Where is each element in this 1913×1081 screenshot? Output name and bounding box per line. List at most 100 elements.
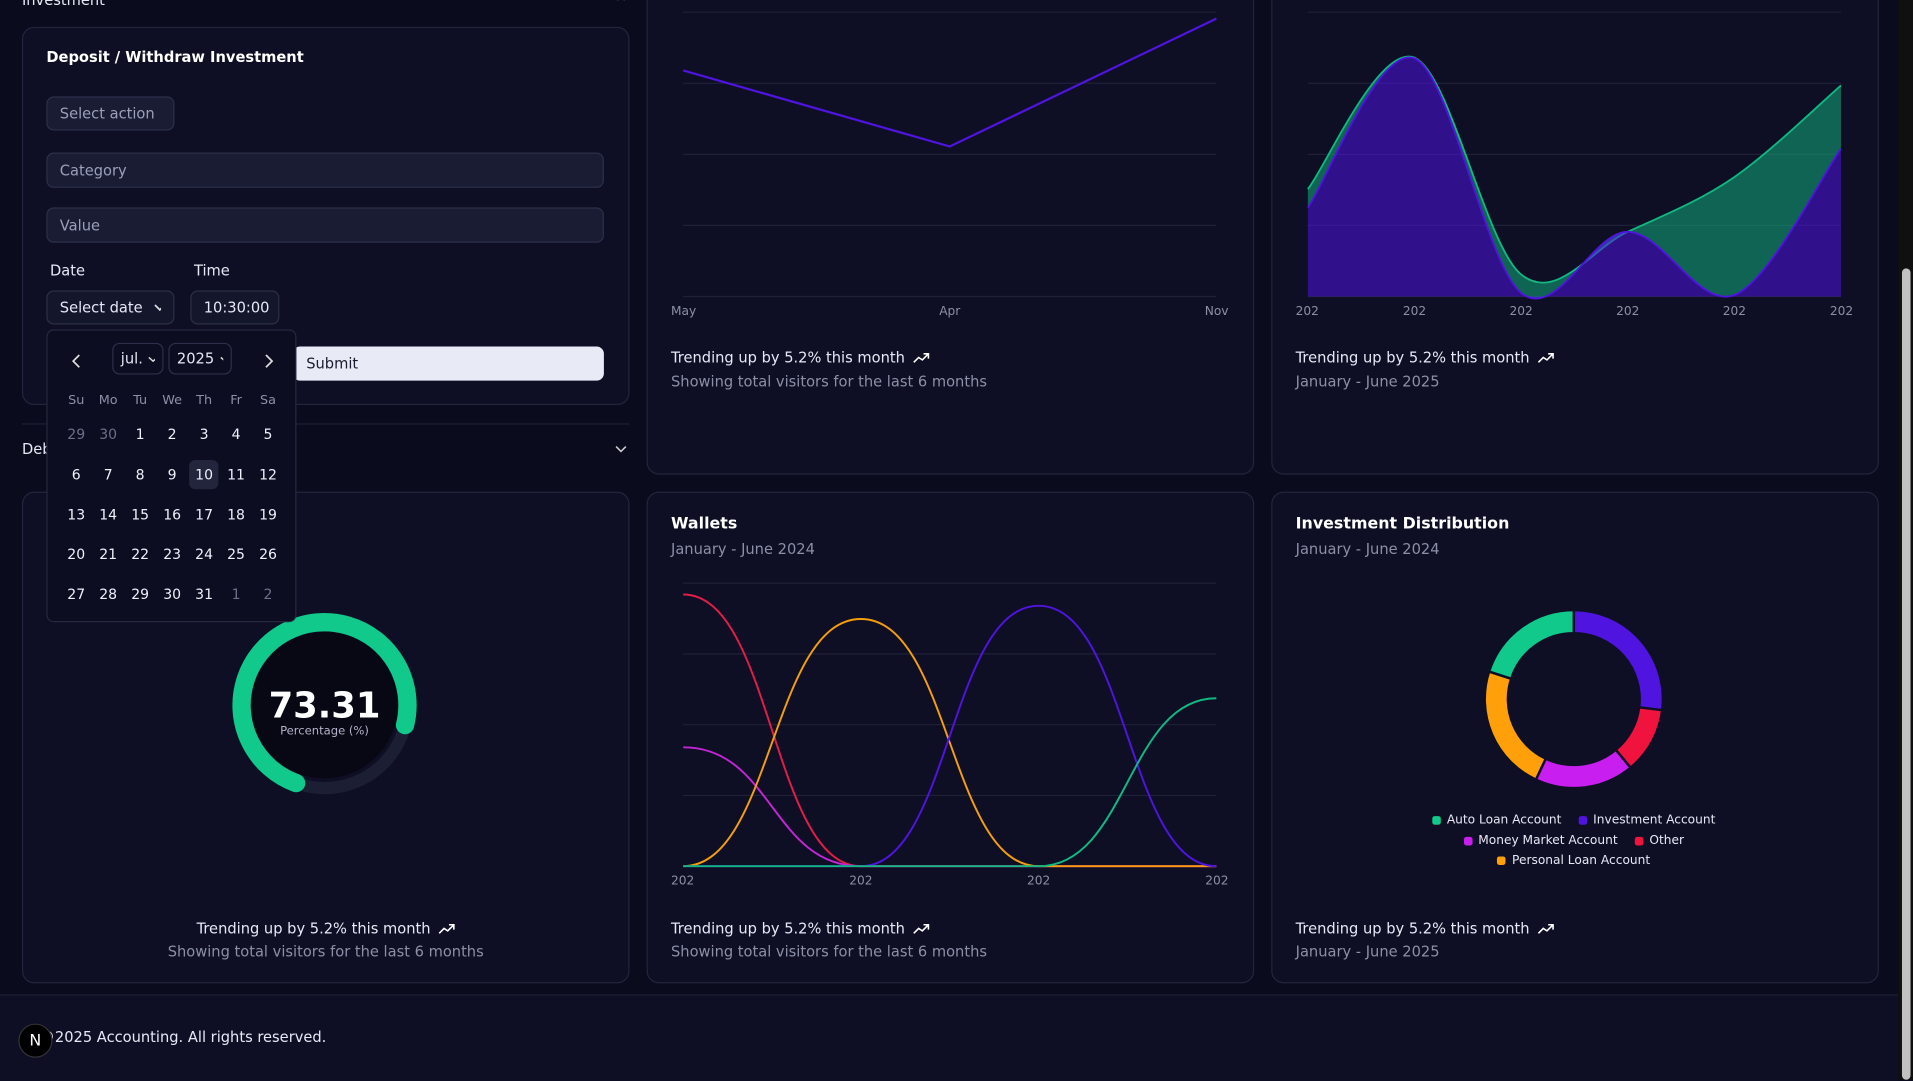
calendar-day[interactable]: 12: [259, 465, 277, 483]
calendar-day[interactable]: 2: [263, 585, 273, 603]
calendar-day[interactable]: 30: [163, 585, 182, 603]
calendar-day[interactable]: 3: [199, 425, 209, 443]
line: [682, 17, 1217, 148]
card-note: January - June 2025: [1295, 373, 1440, 391]
time-input[interactable]: 10:30:00: [190, 290, 280, 325]
next-month[interactable]: [262, 354, 274, 369]
action-select[interactable]: Select action: [46, 96, 175, 131]
weekday: Th: [196, 392, 213, 408]
x-tick-label: 202: [1830, 304, 1853, 318]
legend-swatch: [1432, 816, 1441, 825]
category-input[interactable]: Category: [46, 152, 604, 188]
legend-swatch: [1463, 836, 1473, 845]
line: [683, 604, 1217, 868]
calendar-day[interactable]: 25: [227, 545, 245, 563]
trend: Trending up by 5.2% this month: [671, 349, 929, 366]
calendar-day[interactable]: 7: [103, 465, 113, 483]
calendar-day[interactable]: 13: [67, 505, 86, 523]
calendar-day[interactable]: 11: [227, 465, 245, 483]
date-picker[interactable]: Select date: [46, 290, 175, 325]
x-tick-label: 202: [1205, 874, 1228, 888]
calendar-day[interactable]: 17: [195, 505, 214, 523]
calendar-day[interactable]: 30: [99, 425, 118, 443]
month: jul.: [120, 350, 143, 368]
card-note: Showing total visitors for the last 6 mo…: [167, 943, 484, 961]
card-note: Showing total visitors for the last 6 mo…: [671, 373, 987, 391]
value-input[interactable]: Value: [46, 207, 604, 243]
weekday: Tu: [133, 392, 148, 408]
calendar-day[interactable]: 6: [71, 465, 81, 483]
calendar-day[interactable]: 22: [131, 545, 150, 563]
calendar-day[interactable]: 29: [131, 585, 150, 603]
legend-item: Money Market Account: [1463, 834, 1618, 847]
trend-text: Trending up by 5.2% this month: [1295, 348, 1530, 366]
card-note: Showing total visitors for the last 6 mo…: [671, 943, 987, 961]
x-tick-label: Apr: [939, 304, 961, 318]
calendar-day[interactable]: 5: [263, 425, 273, 443]
calendar-day[interactable]: 24: [195, 545, 214, 563]
calendar-day[interactable]: 19: [259, 505, 277, 523]
weekday: Su: [68, 392, 85, 408]
calendar-day[interactable]: 4: [231, 425, 241, 443]
calendar-day[interactable]: 29: [67, 425, 86, 443]
x-tick-label: May: [671, 304, 696, 318]
gauge-center: [251, 631, 398, 779]
date-placeholder: Select date: [59, 298, 143, 316]
donut-slice: [1534, 748, 1633, 790]
section-title: Investment: [21, 0, 105, 9]
calendar-day[interactable]: 23: [163, 545, 182, 563]
submit-button[interactable]: Submit: [292, 346, 604, 381]
calendar-day[interactable]: 14: [99, 505, 118, 523]
legend-label: Other: [1649, 833, 1685, 848]
year: 2025: [176, 350, 215, 368]
legend-label: Auto Loan Account: [1446, 813, 1562, 828]
legend-item: Investment Account: [1578, 814, 1715, 827]
x-tick-label: Nov: [1205, 304, 1229, 318]
card-subtitle: January - June 2024: [671, 540, 815, 558]
trend: Trending up by 5.2% this month: [1296, 349, 1554, 366]
donut-slice: [1483, 670, 1548, 782]
gauge-arc: [232, 613, 417, 793]
dev-badge[interactable]: N: [18, 1023, 53, 1058]
year-select[interactable]: 2025: [168, 342, 232, 375]
card-title: Wallets: [671, 514, 738, 534]
prev-month[interactable]: [71, 354, 83, 369]
form-title: Deposit / Withdraw Investment: [46, 48, 304, 66]
calendar-day[interactable]: 20: [67, 545, 86, 563]
calendar-day[interactable]: 21: [99, 545, 118, 563]
trend: Trending up by 5.2% this month: [1296, 920, 1554, 937]
calendar-day[interactable]: 8: [135, 465, 145, 483]
calendar-day[interactable]: 16: [163, 505, 182, 523]
category-placeholder: Category: [59, 161, 127, 179]
expand-icon[interactable]: [615, 444, 630, 456]
x-tick-label: 202: [1509, 304, 1532, 318]
calendar-day[interactable]: 1: [135, 425, 145, 443]
x-tick-label: 202: [1723, 304, 1746, 318]
collapsed-section-title[interactable]: Deb: [21, 440, 52, 458]
calendar-day[interactable]: 9: [167, 465, 177, 483]
x-tick-label: 202: [1403, 304, 1426, 318]
scrollbar-thumb[interactable]: [1901, 268, 1911, 1080]
footer: [0, 994, 1899, 1081]
calendar-day[interactable]: 15: [131, 505, 150, 523]
weekday: Mo: [98, 392, 118, 408]
calendar-day[interactable]: 1: [231, 585, 241, 603]
donut-slice: [1487, 608, 1576, 681]
area: [1307, 57, 1841, 299]
calendar-day[interactable]: 27: [67, 585, 86, 603]
calendar-day[interactable]: 2: [167, 425, 177, 443]
calendar-day[interactable]: 18: [227, 505, 245, 523]
legend-row: Money Market Account Other: [1391, 834, 1757, 847]
calendar-day[interactable]: 28: [99, 585, 118, 603]
trend-text: Trending up by 5.2% this month: [1295, 919, 1530, 937]
legend-item: Personal Loan Account: [1497, 854, 1650, 867]
trend-text: Trending up by 5.2% this month: [196, 919, 431, 937]
trend: Trending up by 5.2% this month: [22, 920, 630, 937]
calendar-day[interactable]: 10: [189, 459, 219, 489]
month-select[interactable]: jul.: [112, 342, 164, 375]
trend-text: Trending up by 5.2% this month: [671, 919, 905, 937]
calendar-day[interactable]: 31: [195, 585, 214, 603]
trend-text: Trending up by 5.2% this month: [671, 348, 905, 366]
calendar-day[interactable]: 26: [259, 545, 277, 563]
